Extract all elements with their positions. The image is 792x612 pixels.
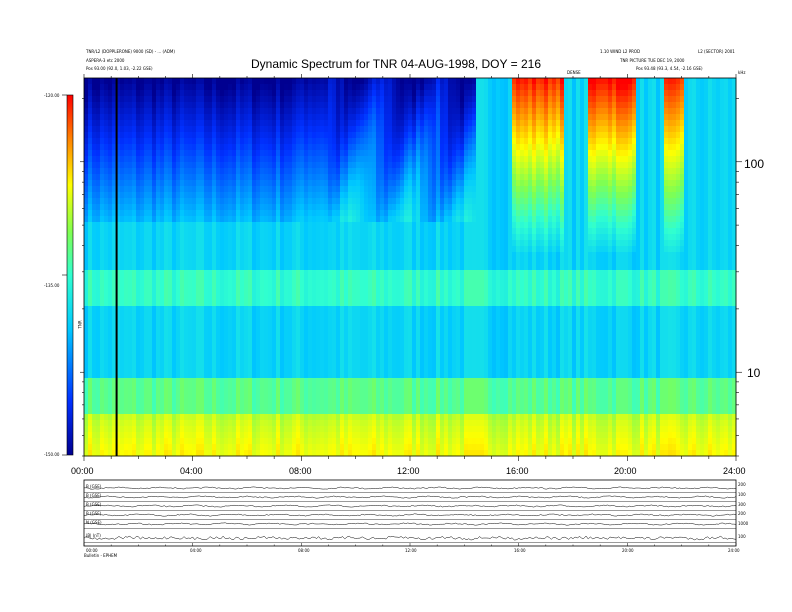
colorbar-label-mid: -135.00 [44, 283, 60, 288]
x-tick-label-1: 04:00 [180, 466, 203, 476]
spectrogram-heatmap [84, 78, 737, 457]
x-tick-label-3: 12:00 [397, 466, 420, 476]
lower-row-label-1: B (GSE) [86, 484, 102, 489]
lower-right-label-5: 1000 [738, 521, 749, 526]
lower-x-label-2: 08:00 [298, 548, 310, 553]
scale-tag: DENSE [567, 70, 581, 75]
lower-right-label-2: 100 [738, 492, 746, 497]
colorbar-label-top: -120.00 [44, 93, 60, 98]
lower-trace [84, 513, 737, 517]
lower-row-label-5: N (GSE) [86, 520, 102, 525]
header-left-line3: Pos 93.00 (92.0, 1.03, -2.22 GSE) [86, 66, 153, 71]
lower-right-label-4: 200 [738, 511, 746, 516]
lower-trace [83, 535, 737, 541]
lower-row-label-3: B (GSE) [86, 502, 102, 507]
lower-panel-traces [83, 486, 737, 546]
header-left-line2: ASPERA-3 etc 2000 [86, 58, 125, 63]
lower-right-label-1: 200 [738, 482, 746, 487]
lower-trace [83, 486, 737, 490]
header-right-line1: 1.10 WIND L2 PROD [600, 49, 641, 54]
header-far-right: L2 (SECTOR) 2001 [698, 49, 735, 54]
x-tick-label-2: 08:00 [289, 466, 312, 476]
lower-panel-frame [83, 479, 737, 547]
colorbar-label-bottom: -150.00 [44, 452, 60, 457]
lower-trace [83, 504, 737, 508]
y-tick-label-100: 100 [744, 157, 765, 171]
lower-x-label-0: 00:00 [86, 548, 98, 553]
x-tick-label-6: 24:00 [723, 466, 746, 476]
lower-footer: Bulletin - EPHEM [84, 553, 118, 558]
lower-x-label-5: 20:00 [622, 548, 634, 553]
lower-right-label-6: 100 [738, 534, 746, 539]
chart-title: Dynamic Spectrum for TNR 04-AUG-1998, DO… [250, 57, 541, 71]
lower-row-label-2: B (GSE) [86, 493, 102, 498]
colorbar-ticks [62, 94, 67, 456]
x-axis-ticks [83, 74, 737, 461]
khz-tag: kHz [738, 70, 746, 75]
lower-x-label-4: 16:00 [514, 548, 526, 553]
colorbar [66, 94, 74, 456]
colorbar-title: TNR [77, 320, 83, 329]
lower-x-label-6: 24:00 [728, 548, 740, 553]
x-tick-label-5: 20:00 [614, 466, 637, 476]
header-left-line1: TNR/L2 (DOPPLERONE) 9000 (SD) - ... (ADM… [86, 49, 175, 54]
lower-row-label-4: B (GSE) [86, 511, 102, 516]
lower-trace [83, 495, 737, 499]
lower-x-label-3: 12:00 [405, 548, 417, 553]
lower-right-label-3: 300 [738, 502, 746, 507]
header-right-mid: TNR PICTURE TUE DEC 19, 2000 [620, 58, 685, 63]
x-tick-label-4: 16:00 [506, 466, 529, 476]
lower-trace [83, 522, 737, 526]
lower-x-label-1: 04:00 [190, 548, 202, 553]
x-tick-label-0: 00:00 [71, 466, 94, 476]
header-right-line2: Pos 93.48 (93.3, 4.54, -2.16 GSE) [636, 66, 703, 71]
y-axis-ticks [80, 98, 742, 457]
lower-row-label-6: |B| (nT) [86, 533, 101, 538]
y-tick-label-10: 10 [747, 366, 761, 380]
